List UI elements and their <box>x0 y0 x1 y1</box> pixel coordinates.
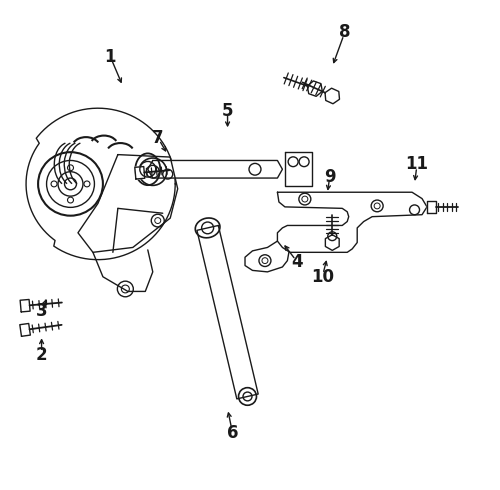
Polygon shape <box>285 152 312 186</box>
Text: 10: 10 <box>311 268 334 286</box>
Text: 7: 7 <box>152 128 164 147</box>
Text: 9: 9 <box>324 168 336 186</box>
Polygon shape <box>326 235 339 250</box>
Text: 11: 11 <box>406 155 428 173</box>
Polygon shape <box>308 81 322 97</box>
Polygon shape <box>278 192 427 252</box>
Polygon shape <box>20 299 30 312</box>
Polygon shape <box>427 201 436 213</box>
Polygon shape <box>197 225 258 399</box>
Polygon shape <box>245 241 289 272</box>
Polygon shape <box>325 88 340 104</box>
Polygon shape <box>26 108 175 260</box>
Polygon shape <box>20 323 30 336</box>
Text: 5: 5 <box>222 101 234 120</box>
Polygon shape <box>148 160 282 178</box>
Text: 8: 8 <box>339 24 350 42</box>
Polygon shape <box>135 167 145 179</box>
Text: 2: 2 <box>36 346 48 364</box>
Text: 4: 4 <box>292 253 303 271</box>
Text: 1: 1 <box>104 48 116 66</box>
Text: 6: 6 <box>227 424 238 442</box>
Text: 3: 3 <box>36 302 48 320</box>
